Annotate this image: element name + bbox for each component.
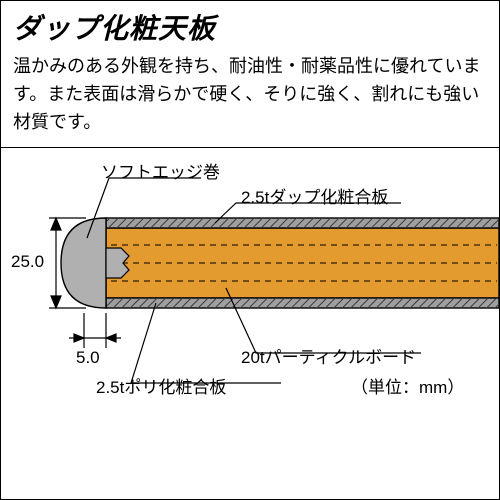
- label-poly-layer: 2.5tポリ化粧合板: [96, 373, 226, 398]
- label-soft-edge: ソフトエッジ巻: [101, 158, 220, 183]
- label-thickness-value: 25.0: [11, 252, 44, 272]
- diagram-block: ソフトエッジ巻 2.5tダップ化粧合板 25.0 5.0 20tパーティクルボー…: [1, 148, 499, 499]
- label-units: （単位：mm）: [351, 373, 464, 398]
- label-edge-value: 5.0: [76, 348, 100, 368]
- label-dap-layer: 2.5tダップ化粧合板: [241, 183, 388, 208]
- panel-title: ダップ化粧天板: [13, 7, 487, 47]
- header-block: ダップ化粧天板 温かみのある外観を持ち、耐油性・耐薬品性に優れています。また表面…: [1, 1, 499, 148]
- panel-description: 温かみのある外観を持ち、耐油性・耐薬品性に優れています。また表面は滑らかで硬く、…: [13, 53, 487, 137]
- soft-edge-cap: [61, 218, 106, 308]
- info-panel: ダップ化粧天板 温かみのある外観を持ち、耐油性・耐薬品性に優れています。また表面…: [0, 0, 500, 500]
- dim-edge: [69, 313, 121, 348]
- label-particle-board: 20tパーティクルボード: [241, 343, 416, 368]
